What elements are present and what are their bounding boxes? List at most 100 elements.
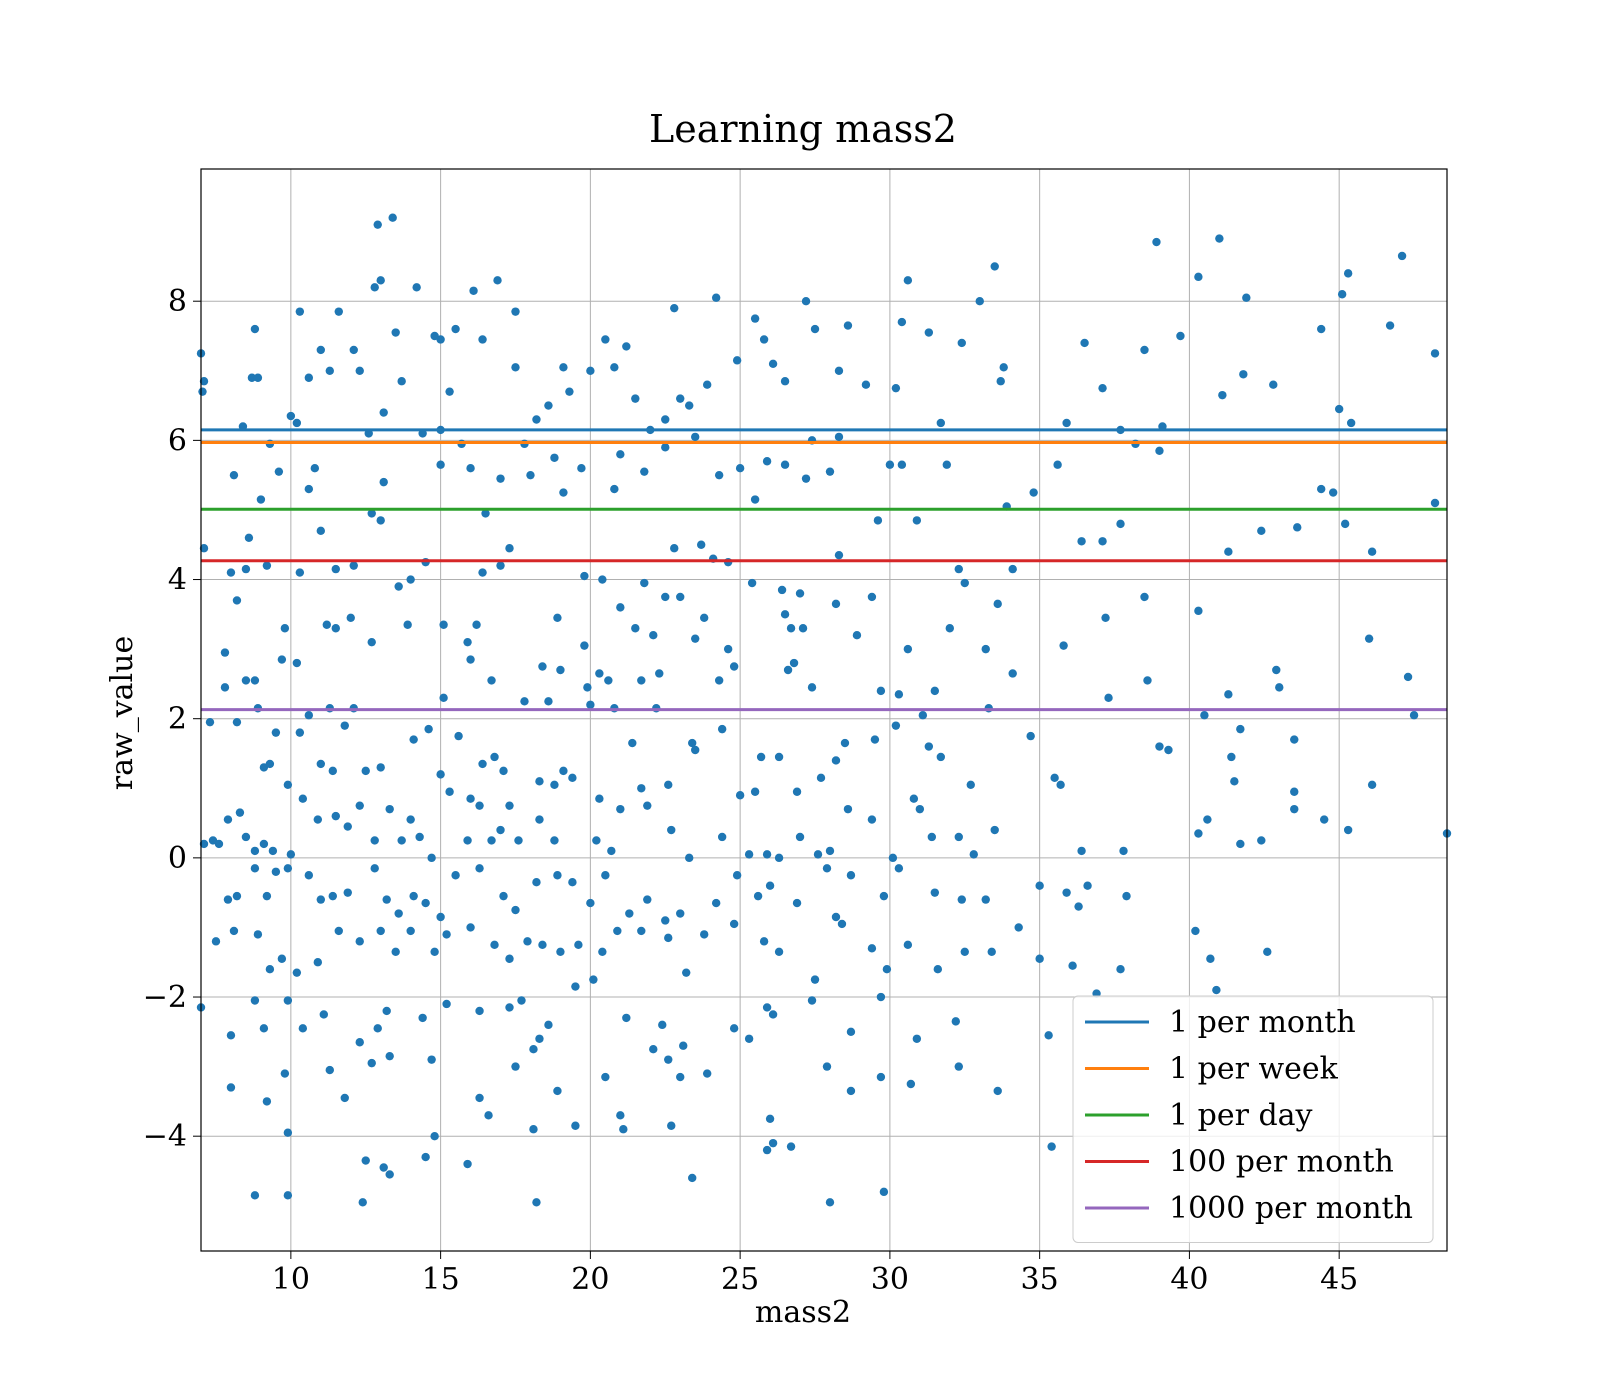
data-point [478, 335, 487, 344]
data-point [729, 919, 739, 929]
data-point [559, 766, 568, 776]
data-point [876, 992, 886, 1002]
data-point [622, 342, 631, 351]
data-point [1059, 641, 1068, 650]
data-point [1080, 338, 1089, 348]
data-point [280, 624, 290, 633]
data-point [394, 909, 403, 918]
data-point [283, 780, 293, 790]
data-point [915, 804, 925, 814]
data-point [328, 891, 337, 901]
data-point [601, 1072, 610, 1082]
data-point [316, 759, 326, 769]
data-point [469, 286, 478, 295]
data-point [987, 947, 996, 956]
data-point [529, 1045, 538, 1054]
data-point [406, 815, 415, 824]
data-point [592, 836, 601, 845]
data-point [774, 752, 784, 762]
data-point [274, 467, 284, 476]
data-point [346, 613, 355, 623]
data-point [397, 377, 406, 386]
data-point [691, 634, 700, 643]
data-point [867, 592, 877, 602]
data-point [894, 690, 904, 699]
data-point [277, 655, 287, 664]
data-point [661, 916, 670, 925]
data-point [220, 683, 230, 692]
data-point [1194, 606, 1203, 616]
x-tick-label: 10 [272, 1262, 310, 1297]
data-point [735, 791, 745, 800]
data-point [756, 752, 766, 762]
data-point [750, 787, 760, 796]
data-point [370, 864, 379, 873]
data-point [517, 996, 526, 1005]
data-point [445, 787, 454, 796]
data-point [322, 620, 331, 629]
data-point [702, 380, 712, 389]
data-point [691, 432, 700, 442]
data-point [664, 1055, 673, 1064]
data-point [496, 561, 505, 570]
data-point [382, 895, 391, 904]
data-point [382, 1006, 391, 1016]
data-point [762, 1145, 772, 1155]
data-point [283, 996, 293, 1005]
data-point [655, 669, 664, 678]
data-point [936, 418, 946, 428]
data-point [475, 1093, 484, 1103]
data-point [358, 1198, 367, 1207]
data-point [520, 697, 529, 706]
data-point [1385, 321, 1395, 330]
data-point [714, 470, 724, 480]
data-point [487, 676, 496, 685]
data-point [565, 387, 574, 396]
data-point [538, 662, 547, 671]
x-tick-label: 30 [871, 1262, 909, 1297]
data-point [801, 297, 811, 306]
data-point [637, 784, 646, 793]
data-point [250, 324, 260, 334]
data-point [250, 864, 260, 873]
data-point [355, 801, 364, 810]
data-points [196, 213, 1452, 1207]
data-point [676, 592, 685, 602]
data-point [283, 864, 293, 873]
data-point [1062, 888, 1071, 897]
data-point [298, 1024, 308, 1033]
data-point [535, 815, 544, 824]
data-point [298, 794, 308, 803]
data-point [367, 637, 376, 647]
data-point [466, 655, 475, 664]
data-point [418, 1013, 427, 1023]
data-point [295, 307, 305, 316]
data-point [831, 912, 841, 922]
data-point [586, 898, 595, 908]
data-point [637, 676, 646, 685]
data-point [1068, 961, 1077, 970]
data-point [870, 735, 880, 744]
data-point [1014, 923, 1023, 932]
data-point [265, 964, 275, 974]
data-point [729, 1024, 739, 1033]
data-point [199, 544, 209, 553]
data-point [436, 770, 445, 779]
data-point [1397, 251, 1407, 261]
data-point [1239, 370, 1248, 379]
plot-frame [200, 168, 1448, 1252]
data-point [912, 1034, 922, 1043]
data-point [532, 415, 541, 424]
data-point [1143, 676, 1152, 685]
data-point [1337, 290, 1347, 299]
data-point [711, 293, 721, 302]
data-point [1053, 460, 1062, 469]
data-point [313, 958, 323, 967]
data-point [532, 1198, 541, 1207]
data-point [667, 825, 676, 835]
data-point [1367, 547, 1377, 556]
data-point [601, 871, 610, 880]
data-point [903, 940, 913, 950]
data-point [226, 1031, 236, 1040]
data-point [1191, 926, 1200, 936]
